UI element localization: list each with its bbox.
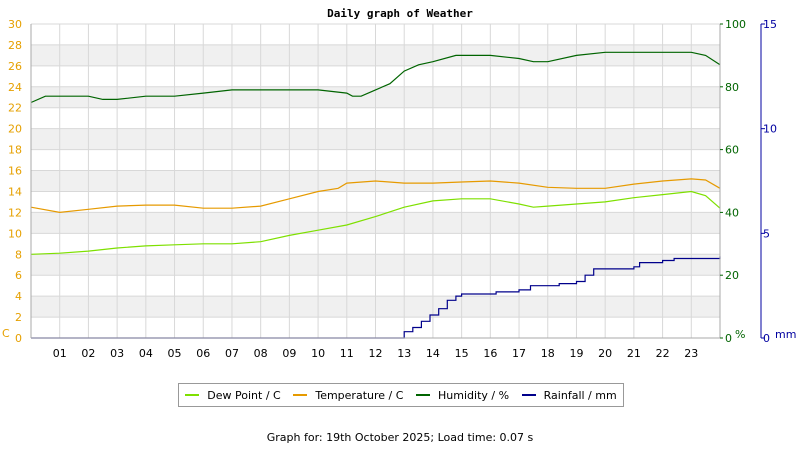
x-tick-label: 05 bbox=[168, 347, 182, 360]
x-tick-label: 18 bbox=[541, 347, 555, 360]
legend-item: Humidity / % bbox=[416, 389, 509, 402]
y-tick-label: 28 bbox=[8, 39, 22, 52]
legend-label: Temperature / C bbox=[315, 388, 404, 402]
y-tick-label: 18 bbox=[8, 144, 22, 157]
x-tick-label: 16 bbox=[483, 347, 497, 360]
x-tick-label: 20 bbox=[598, 347, 612, 360]
x-tick-label: 08 bbox=[254, 347, 268, 360]
y-tick-label: 22 bbox=[8, 102, 22, 115]
humidity-tick-label: 40 bbox=[725, 206, 739, 219]
legend-swatch bbox=[185, 394, 200, 396]
x-tick-label: 02 bbox=[81, 347, 95, 360]
rain-tick-label: 10 bbox=[763, 123, 777, 136]
legend-swatch bbox=[521, 394, 536, 396]
rain-axis-unit: mm bbox=[775, 328, 796, 341]
y-tick-label: 6 bbox=[15, 269, 22, 282]
x-tick-label: 07 bbox=[225, 347, 239, 360]
x-tick-label: 10 bbox=[311, 347, 325, 360]
y-tick-label: 0 bbox=[15, 332, 22, 345]
y-tick-label: 10 bbox=[8, 227, 22, 240]
x-tick-label: 23 bbox=[684, 347, 698, 360]
x-tick-label: 15 bbox=[455, 347, 469, 360]
humidity-axis-unit: % bbox=[735, 328, 745, 341]
y-tick-label: 16 bbox=[8, 165, 22, 178]
series-line-temperature-c bbox=[30, 178, 721, 214]
humidity-tick-label: 100 bbox=[725, 18, 746, 31]
legend-label: Humidity / % bbox=[438, 388, 510, 402]
series-line-dew-point-c bbox=[30, 190, 721, 255]
x-tick-label: 09 bbox=[282, 347, 296, 360]
rain-tick-label: 0 bbox=[763, 332, 770, 345]
chart-title: Daily graph of Weather bbox=[327, 7, 473, 20]
legend: Dew Point / C Temperature / C Humidity / %… bbox=[178, 383, 624, 407]
series-line-rainfall-mm bbox=[31, 256, 721, 339]
humidity-tick-label: 60 bbox=[725, 144, 739, 157]
y-tick-label: 8 bbox=[15, 248, 22, 261]
x-tick-label: 14 bbox=[426, 347, 440, 360]
y-tick-label: 24 bbox=[8, 81, 22, 94]
x-tick-label: 21 bbox=[627, 347, 641, 360]
y-tick-label: 12 bbox=[8, 206, 22, 219]
humidity-tick-label: 20 bbox=[725, 269, 739, 282]
legend-item: Dew Point / C bbox=[185, 388, 281, 402]
left-axis-unit: C bbox=[2, 327, 10, 340]
x-tick-label: 06 bbox=[196, 347, 210, 360]
humidity-tick-label: 80 bbox=[725, 81, 739, 94]
y-tick-label: 14 bbox=[8, 185, 22, 198]
y-tick-label: 26 bbox=[8, 60, 22, 73]
x-tick-label: 11 bbox=[340, 347, 354, 360]
rain-tick-label: 15 bbox=[763, 18, 777, 31]
legend-label: Dew Point / C bbox=[207, 388, 281, 402]
x-tick-label: 04 bbox=[139, 347, 153, 360]
x-tick-label: 03 bbox=[110, 347, 124, 360]
rain-tick-label: 5 bbox=[763, 227, 770, 240]
legend-item: Temperature / C bbox=[293, 389, 403, 402]
footer-status: Graph for: 19th October 2025; Load time:… bbox=[266, 431, 534, 444]
series-lines bbox=[30, 51, 721, 339]
y-tick-label: 30 bbox=[8, 18, 22, 31]
x-tick-label: 22 bbox=[656, 347, 670, 360]
y-tick-label: 20 bbox=[8, 123, 22, 136]
x-tick-label: 17 bbox=[512, 347, 526, 360]
legend-swatch bbox=[293, 394, 308, 396]
series-line-humidity bbox=[30, 51, 721, 104]
x-tick-label: 19 bbox=[569, 347, 583, 360]
x-tick-label: 12 bbox=[369, 347, 383, 360]
legend-swatch bbox=[416, 394, 431, 396]
legend-item: Rainfall / mm bbox=[521, 388, 617, 402]
y-tick-label: 4 bbox=[15, 290, 22, 303]
x-tick-label: 01 bbox=[53, 347, 67, 360]
y-tick-label: 2 bbox=[15, 311, 22, 324]
humidity-tick-label: 0 bbox=[725, 332, 732, 345]
x-tick-label: 13 bbox=[397, 347, 411, 360]
legend-label: Rainfall / mm bbox=[543, 388, 617, 402]
